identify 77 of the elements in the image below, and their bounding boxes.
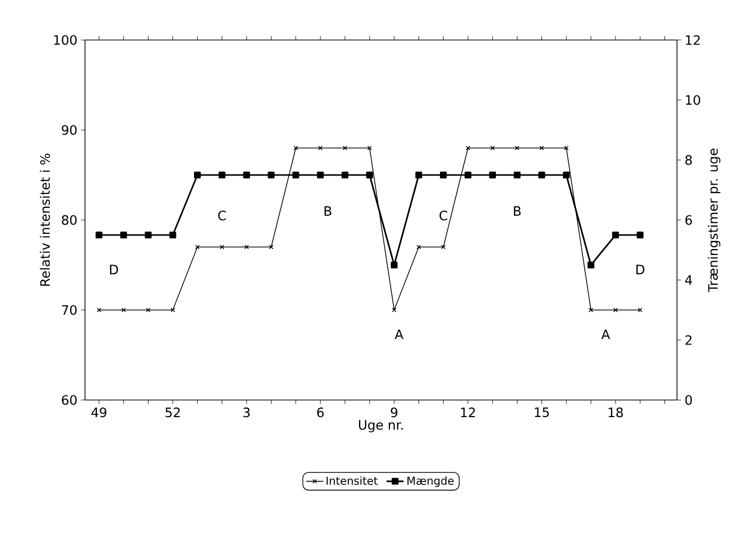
y-tick-label: 100: [54, 35, 77, 45]
annotation: D: [110, 264, 118, 274]
y2-axis-title: Træningstimer pr. uge: [708, 148, 720, 292]
y2-tick-label: 12: [686, 35, 700, 45]
annotation: B: [324, 206, 332, 216]
y2-tick-label: 10: [686, 95, 700, 105]
point: [169, 232, 176, 238]
point: [636, 232, 644, 238]
point: [292, 172, 300, 178]
point: [195, 244, 200, 250]
point: [390, 262, 398, 268]
x-tick-label: 9: [390, 408, 398, 418]
annotation: D: [636, 264, 644, 274]
x-tick-label: 52: [166, 408, 180, 418]
point: [342, 172, 348, 178]
point: [416, 244, 421, 250]
point: [415, 172, 422, 178]
annotation: A: [394, 330, 404, 340]
y-tick-label: 60: [62, 395, 77, 405]
point: [489, 172, 496, 178]
point: [540, 146, 544, 150]
point: [243, 172, 250, 178]
point: [294, 146, 298, 150]
y-tick-label: 70: [62, 305, 77, 315]
point: [588, 262, 594, 268]
annotation: C: [218, 210, 226, 220]
x-tick-label: 15: [534, 408, 549, 418]
point: [367, 146, 372, 150]
annotation: A: [601, 330, 610, 340]
point: [342, 146, 348, 150]
x-tick-label: 49: [91, 408, 106, 418]
y2-tick-label: 4: [685, 275, 692, 285]
point: [268, 244, 274, 250]
point: [120, 232, 128, 238]
legend-label: Mængde: [407, 476, 454, 487]
y2-tick-label: 6: [685, 215, 692, 225]
point: [562, 172, 570, 178]
point: [464, 172, 472, 178]
x-axis-title: Uge nr.: [359, 420, 403, 432]
point: [96, 232, 102, 238]
point: [170, 308, 176, 312]
point: [612, 232, 619, 238]
y2-tick-label: 2: [685, 335, 692, 345]
point: [588, 308, 594, 312]
point: [490, 146, 495, 150]
y2-tick-label: 0: [685, 395, 692, 405]
x-tick-label: 3: [243, 408, 250, 418]
point: [440, 172, 447, 178]
point: [466, 146, 470, 150]
point: [144, 232, 152, 238]
point: [218, 172, 226, 178]
point: [392, 308, 396, 312]
y-axis-title: Relativ intensitet i %: [40, 154, 50, 286]
y-tick-label: 80: [62, 215, 77, 225]
annotation: C: [440, 210, 448, 220]
point: [194, 172, 201, 178]
x-tick-label: 12: [461, 408, 475, 418]
point: [268, 172, 275, 178]
point: [514, 146, 520, 150]
point: [613, 308, 618, 312]
point: [514, 172, 521, 178]
point: [538, 172, 546, 178]
point: [316, 172, 324, 178]
y2-tick-label: 8: [685, 155, 692, 165]
point: [121, 308, 126, 312]
point: [318, 146, 323, 150]
x-tick-label: 6: [317, 408, 324, 418]
x-tick-label: 18: [608, 408, 623, 418]
point: [366, 172, 373, 178]
point: [244, 244, 249, 250]
point: [441, 244, 446, 250]
legend-label: Intensitet: [326, 476, 378, 485]
annotation: B: [514, 206, 521, 216]
point: [146, 308, 150, 312]
point: [564, 146, 569, 150]
y-tick-label: 90: [62, 125, 77, 135]
point: [220, 244, 224, 250]
